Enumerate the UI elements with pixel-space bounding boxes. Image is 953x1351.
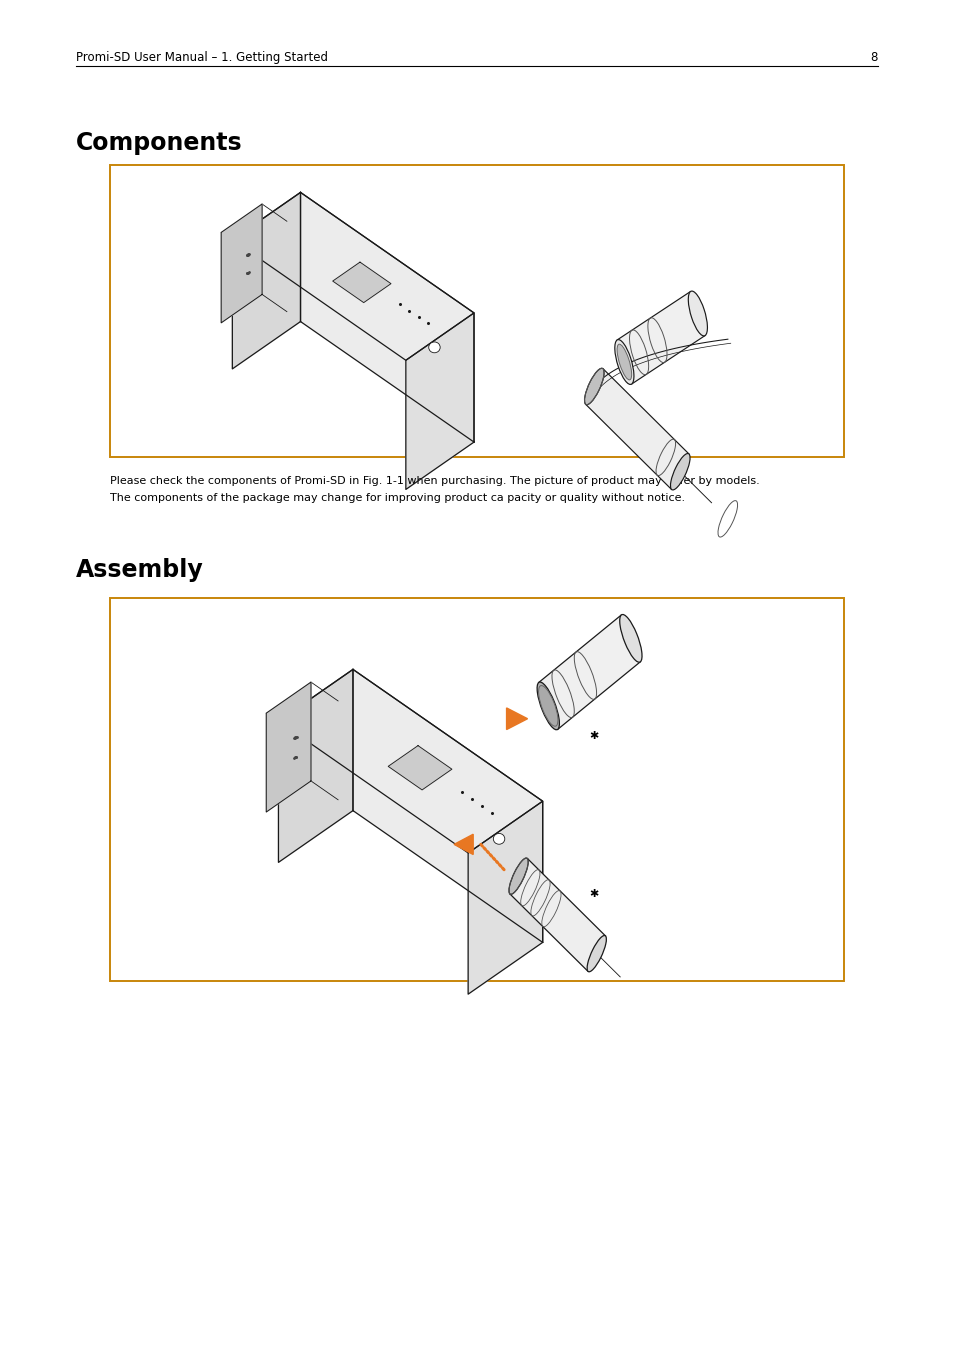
Polygon shape <box>617 292 704 384</box>
Ellipse shape <box>537 682 558 730</box>
Text: ✱: ✱ <box>589 731 598 742</box>
Ellipse shape <box>614 339 634 385</box>
Polygon shape <box>538 615 639 730</box>
Polygon shape <box>353 669 542 943</box>
Bar <box>110 165 843 457</box>
Polygon shape <box>388 746 452 790</box>
Bar <box>110 598 843 981</box>
Ellipse shape <box>584 369 603 405</box>
Polygon shape <box>509 858 605 971</box>
Text: The components of the package may change for improving product ca pacity or qual: The components of the package may change… <box>110 493 684 503</box>
Ellipse shape <box>493 834 504 844</box>
Ellipse shape <box>687 290 707 336</box>
Text: Components: Components <box>76 131 243 155</box>
Ellipse shape <box>509 858 528 894</box>
Ellipse shape <box>538 685 558 727</box>
Text: Assembly: Assembly <box>76 558 204 582</box>
Polygon shape <box>506 708 527 730</box>
Ellipse shape <box>586 935 606 971</box>
Polygon shape <box>405 313 474 489</box>
Polygon shape <box>454 834 473 855</box>
Polygon shape <box>233 192 474 361</box>
Ellipse shape <box>670 454 689 490</box>
Text: ✱: ✱ <box>589 889 598 900</box>
Text: Please check the components of Promi-SD in Fig. 1-1 when purchasing. The picture: Please check the components of Promi-SD … <box>110 476 759 485</box>
Ellipse shape <box>428 342 439 353</box>
Polygon shape <box>468 801 542 994</box>
Ellipse shape <box>619 615 641 662</box>
Polygon shape <box>333 262 391 303</box>
Ellipse shape <box>617 345 631 380</box>
Polygon shape <box>585 369 688 489</box>
Polygon shape <box>221 204 262 323</box>
Polygon shape <box>278 669 542 852</box>
Polygon shape <box>233 192 300 369</box>
Polygon shape <box>278 669 353 862</box>
Text: 8: 8 <box>869 51 877 63</box>
Text: Promi-SD User Manual – 1. Getting Started: Promi-SD User Manual – 1. Getting Starte… <box>76 51 328 63</box>
Polygon shape <box>266 682 311 812</box>
Polygon shape <box>300 192 474 442</box>
